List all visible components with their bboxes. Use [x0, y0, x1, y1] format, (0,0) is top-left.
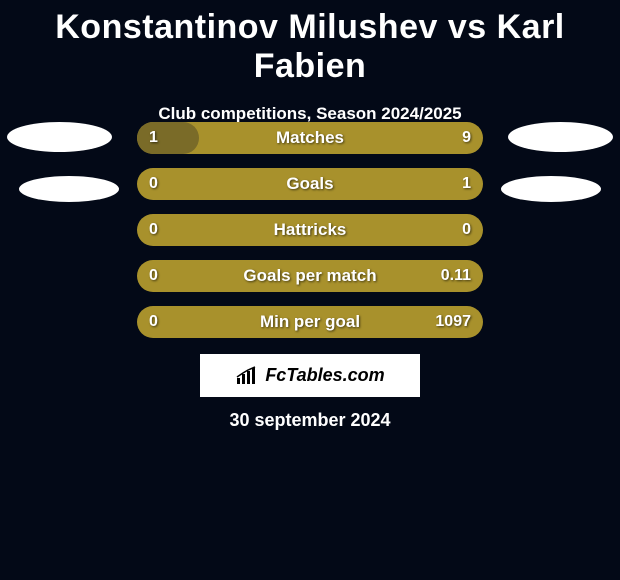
stat-bar: 00.11Goals per match: [137, 260, 483, 292]
player2-logo-placeholder: [508, 122, 613, 152]
bar-label: Min per goal: [137, 306, 483, 338]
bar-label: Matches: [137, 122, 483, 154]
brand-badge: FcTables.com: [200, 354, 420, 397]
stat-bar: 01Goals: [137, 168, 483, 200]
player2-logo-placeholder-2: [501, 176, 601, 202]
bar-label: Hattricks: [137, 214, 483, 246]
bar-label: Goals per match: [137, 260, 483, 292]
chart-icon: [235, 366, 261, 386]
stat-bar: 00Hattricks: [137, 214, 483, 246]
player1-logo-placeholder: [7, 122, 112, 152]
bar-label: Goals: [137, 168, 483, 200]
player1-logo-placeholder-2: [19, 176, 119, 202]
page-subtitle: Club competitions, Season 2024/2025: [0, 104, 620, 124]
comparison-bars: 19Matches 01Goals 00Hattricks 00.11Goals pe…: [137, 122, 483, 352]
brand-text: FcTables.com: [265, 365, 384, 386]
stat-bar: 01097Min per goal: [137, 306, 483, 338]
stat-bar: 19Matches: [137, 122, 483, 154]
page-title: Konstantinov Milushev vs Karl Fabien: [0, 0, 620, 86]
date-text: 30 september 2024: [0, 410, 620, 431]
